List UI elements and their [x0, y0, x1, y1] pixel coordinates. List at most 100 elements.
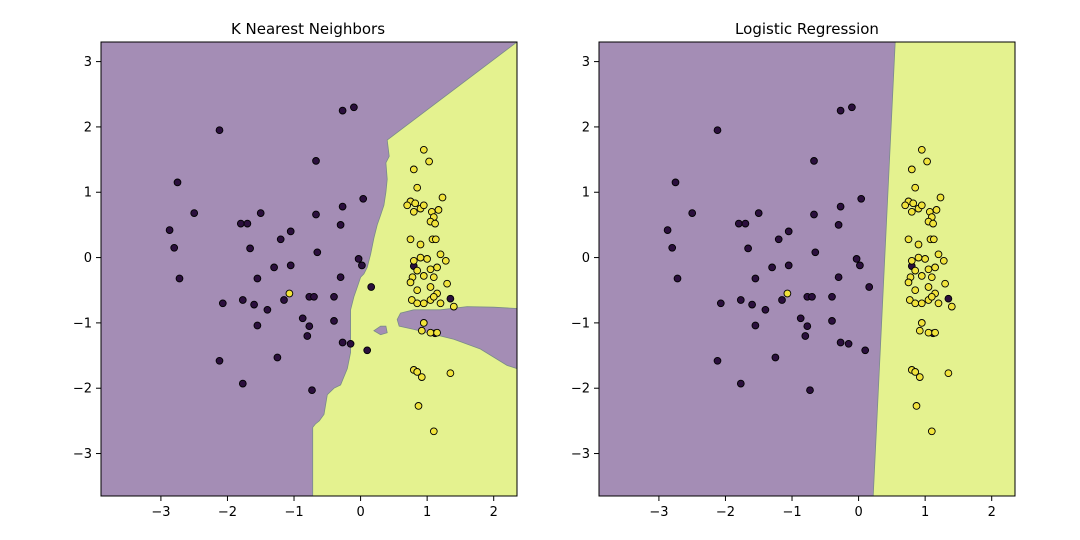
knn-point-class1-11: [409, 207, 418, 216]
knn-point-class0-21: [286, 261, 295, 270]
knn-point-class1-4: [438, 193, 447, 202]
logreg-point-class0-20: [768, 263, 776, 272]
knn-xtick-label-1: −2: [218, 505, 237, 520]
knn-ytick-label-0: −3: [73, 447, 92, 462]
logreg-point-class1-41: [934, 299, 943, 308]
knn-point-class1-6: [411, 199, 420, 208]
knn-point-class0-2: [350, 103, 358, 112]
knn-point-class0-18: [313, 248, 322, 257]
knn-point-class1-34: [426, 283, 435, 291]
knn-point-class0-36: [298, 314, 307, 323]
logreg-point-class0-3: [671, 178, 680, 187]
logreg-ytick-label-0: −3: [571, 447, 590, 462]
knn-point-class0-30: [263, 305, 272, 314]
logreg-point-class0-1: [836, 106, 845, 115]
knn-region-class0-2: [373, 325, 388, 336]
logreg-ytick-label-6: 3: [582, 55, 590, 70]
logreg-point-class1-2: [907, 165, 916, 174]
knn-point-class1-20: [436, 250, 445, 259]
knn-ytick-label-3: 0: [84, 251, 92, 266]
knn-point-class0-17: [276, 235, 285, 244]
knn-point-class1-12: [434, 206, 443, 214]
logreg-point-class1-26: [939, 256, 948, 265]
logreg-panel: Logistic Regression −3 −2 −1 0 1 2 −3 −2 −1 0 1 2 3: [571, 20, 1016, 520]
logreg-point-class1-52: [927, 427, 936, 436]
knn-point-class0-7: [256, 209, 265, 217]
knn-point-class0-43: [273, 353, 282, 362]
knn-point-class0-46: [308, 386, 316, 395]
logreg-xtick-label-1: −2: [716, 505, 735, 520]
knn-point-class0-3: [173, 178, 182, 187]
logreg-point-class0-39: [803, 322, 812, 331]
logreg-point-class1-46: [931, 328, 939, 337]
logreg-point-class0-49: [944, 294, 953, 303]
logreg-point-class0-9: [836, 202, 845, 211]
knn-point-class0-34: [330, 292, 338, 301]
knn-point-class1-16: [406, 235, 415, 244]
logreg-point-class0-26: [834, 273, 843, 282]
logreg-point-class0-44: [861, 346, 870, 355]
logreg-title: Logistic Regression: [735, 20, 879, 38]
knn-point-class0-27: [218, 299, 227, 308]
logreg-point-class1-30: [917, 272, 926, 280]
knn-xtick-label-2: −1: [284, 505, 303, 520]
logreg-point-class1-22: [914, 253, 923, 262]
knn-point-class0-13: [286, 227, 295, 236]
knn-point-class0-33: [310, 292, 318, 301]
knn-point-class1-53: [285, 289, 294, 298]
knn-point-class0-9: [338, 202, 347, 211]
logreg-point-class0-2: [848, 103, 856, 112]
logreg-point-class0-40: [836, 338, 845, 347]
knn-point-class0-25: [253, 274, 262, 283]
logreg-point-class0-17: [774, 235, 783, 244]
logreg-point-class0-36: [796, 314, 805, 323]
logreg-point-class1-20: [934, 250, 943, 259]
knn-region-class0-0: [101, 42, 517, 496]
logreg-point-class0-45: [736, 379, 745, 388]
logreg-point-class0-43: [771, 353, 780, 362]
knn-point-class0-35: [253, 321, 262, 330]
logreg-point-class1-38: [917, 299, 926, 308]
logreg-xtick-label-5: 2: [988, 505, 996, 520]
knn-point-class0-45: [238, 379, 247, 388]
logreg-point-class1-1: [923, 157, 931, 166]
knn-point-class1-15: [431, 219, 439, 228]
knn-point-class1-36: [407, 296, 416, 304]
logreg-point-class1-48: [911, 368, 920, 376]
knn-point-class1-10: [403, 201, 412, 210]
logreg-xtick-label-4: 1: [921, 505, 929, 520]
logreg-point-class1-10: [901, 201, 910, 210]
knn-point-class0-23: [367, 283, 376, 291]
logreg-point-class1-31: [927, 273, 936, 282]
logreg-ytick-label-5: 2: [582, 120, 590, 135]
logreg-point-class1-32: [941, 279, 949, 288]
knn-panel: K Nearest Neighbors −3 −2 −1 0 1 2 −3 −2 −1 0 1 2 3: [73, 20, 518, 520]
logreg-point-class1-50: [944, 369, 953, 378]
logreg-xtick-label-3: 0: [854, 505, 862, 520]
knn-ytick-label-1: −2: [73, 382, 92, 397]
knn-point-class1-24: [413, 266, 422, 275]
knn-point-class0-14: [336, 221, 345, 229]
logreg-point-class0-18: [811, 248, 820, 257]
logreg-point-class0-29: [748, 300, 756, 309]
knn-point-class0-20: [270, 263, 278, 272]
logreg-point-class1-43: [917, 319, 926, 327]
logreg-ytick-label-3: 0: [582, 251, 590, 266]
logreg-point-class1-12: [932, 206, 941, 214]
knn-point-class1-1: [425, 157, 433, 166]
logreg-point-class1-6: [909, 199, 918, 208]
logreg-point-class0-10: [663, 226, 672, 234]
logreg-point-class0-38: [801, 332, 810, 340]
logreg-xtick-label-2: −1: [782, 505, 801, 520]
logreg-point-class1-34: [924, 283, 933, 291]
knn-point-class1-46: [433, 328, 441, 337]
knn-point-class0-10: [165, 226, 174, 234]
knn-point-class1-38: [419, 299, 428, 308]
logreg-ytick-label-4: 1: [582, 186, 590, 201]
logreg-plot-area: [599, 42, 1015, 496]
knn-point-class1-33: [413, 286, 422, 295]
logreg-point-class1-37: [911, 299, 920, 308]
knn-point-class0-37: [330, 317, 338, 325]
knn-point-class0-29: [250, 300, 258, 309]
